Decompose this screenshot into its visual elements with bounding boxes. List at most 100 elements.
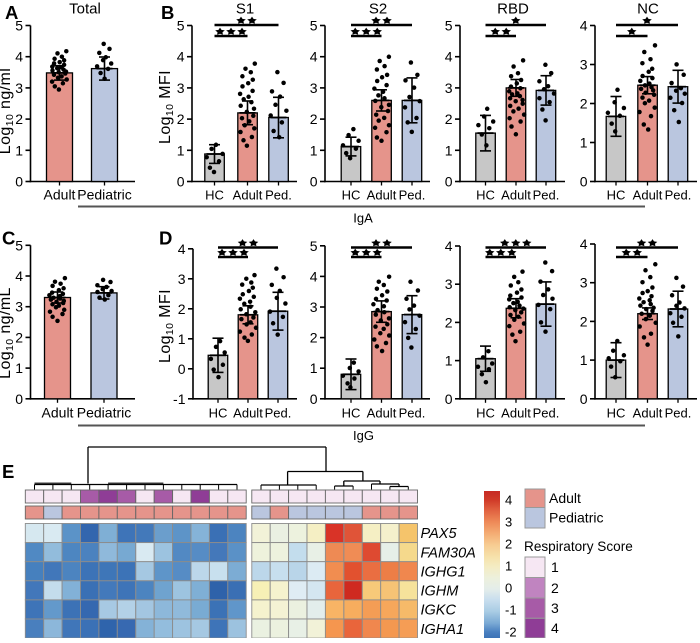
svg-text:FAM30A: FAM30A: [421, 545, 476, 561]
svg-text:5: 5: [310, 18, 318, 34]
svg-text:2: 2: [310, 330, 318, 346]
svg-text:IgG: IgG: [353, 428, 374, 443]
svg-text:HC: HC: [342, 188, 361, 203]
svg-text:Adult: Adult: [501, 188, 531, 203]
svg-text:4: 4: [580, 236, 588, 252]
svg-text:HC: HC: [476, 188, 495, 203]
svg-text:Ped.: Ped.: [265, 406, 292, 421]
svg-text:Log10 MFI: Log10 MFI: [157, 70, 176, 144]
svg-text:Adult: Adult: [44, 187, 76, 203]
svg-text:-1: -1: [505, 603, 517, 618]
svg-text:2: 2: [445, 314, 453, 330]
svg-text:-2: -2: [505, 625, 517, 639]
svg-text:Adult: Adult: [633, 188, 663, 203]
svg-text:Ped.: Ped.: [533, 188, 560, 203]
svg-text:4: 4: [178, 241, 186, 257]
svg-text:Adult: Adult: [633, 406, 663, 421]
svg-text:4: 4: [310, 268, 318, 284]
svg-text:0: 0: [310, 174, 318, 190]
svg-text:Adult: Adult: [549, 490, 581, 506]
svg-text:3: 3: [178, 271, 186, 287]
svg-text:Ped.: Ped.: [665, 406, 692, 421]
svg-text:HC: HC: [342, 406, 361, 421]
svg-text:1: 1: [310, 142, 318, 158]
svg-text:1: 1: [505, 559, 512, 574]
svg-text:2: 2: [505, 537, 512, 552]
svg-text:IgA: IgA: [353, 211, 373, 226]
svg-text:Ped.: Ped.: [533, 406, 560, 421]
svg-text:Respiratory Score: Respiratory Score: [524, 539, 633, 554]
svg-text:Pediatric: Pediatric: [77, 187, 131, 203]
svg-text:1: 1: [310, 360, 318, 376]
svg-text:5: 5: [15, 18, 23, 34]
svg-text:HC: HC: [209, 406, 228, 421]
svg-text:2: 2: [580, 313, 588, 329]
svg-text:C: C: [2, 228, 15, 249]
svg-text:3: 3: [15, 299, 23, 315]
svg-text:RBD: RBD: [497, 1, 529, 18]
svg-text:1: 1: [177, 142, 185, 158]
svg-text:Adult: Adult: [501, 406, 531, 421]
svg-text:Pediatric: Pediatric: [77, 405, 131, 421]
svg-text:2: 2: [445, 111, 453, 127]
svg-text:Ped.: Ped.: [399, 406, 426, 421]
svg-text:S1: S1: [236, 1, 254, 18]
svg-text:Ped.: Ped.: [265, 188, 292, 203]
svg-text:3: 3: [445, 276, 453, 292]
svg-text:HC: HC: [607, 188, 626, 203]
svg-text:3: 3: [310, 80, 318, 96]
svg-text:2: 2: [177, 111, 185, 127]
svg-text:4: 4: [15, 268, 23, 284]
svg-text:Adult: Adult: [233, 406, 263, 421]
svg-text:5: 5: [177, 18, 185, 34]
svg-text:Ped.: Ped.: [399, 188, 426, 203]
svg-text:Adult: Adult: [367, 188, 397, 203]
svg-text:1: 1: [15, 360, 23, 376]
svg-text:5: 5: [445, 18, 453, 34]
svg-text:1: 1: [551, 559, 559, 575]
svg-text:Adult: Adult: [233, 188, 263, 203]
svg-text:4: 4: [15, 49, 23, 65]
svg-text:Adult: Adult: [367, 406, 397, 421]
svg-text:3: 3: [15, 80, 23, 96]
svg-text:3: 3: [551, 600, 559, 616]
svg-text:Log10 ng/ml: Log10 ng/ml: [0, 68, 16, 154]
svg-text:1: 1: [580, 135, 588, 151]
svg-text:4: 4: [310, 49, 318, 65]
svg-text:2: 2: [310, 111, 318, 127]
svg-text:0: 0: [580, 391, 588, 407]
svg-text:4: 4: [580, 18, 588, 34]
svg-text:0: 0: [505, 581, 512, 596]
svg-text:2: 2: [15, 329, 23, 345]
svg-text:4: 4: [445, 49, 453, 65]
svg-text:HC: HC: [476, 406, 495, 421]
svg-text:IGHG1: IGHG1: [421, 565, 466, 581]
svg-text:Pediatric: Pediatric: [549, 510, 603, 526]
svg-text:3: 3: [445, 80, 453, 96]
svg-text:4: 4: [551, 620, 559, 636]
svg-text:IGKC: IGKC: [421, 603, 457, 619]
svg-text:0: 0: [445, 174, 453, 190]
svg-text:0: 0: [580, 174, 588, 190]
svg-text:2: 2: [580, 96, 588, 112]
svg-text:5: 5: [310, 238, 318, 254]
svg-text:Adult: Adult: [42, 405, 74, 421]
svg-text:5: 5: [15, 237, 23, 253]
svg-text:1: 1: [445, 142, 453, 158]
svg-text:B: B: [161, 2, 174, 23]
svg-text:2: 2: [178, 301, 186, 317]
svg-text:IGHA1: IGHA1: [421, 622, 465, 638]
svg-text:S2: S2: [369, 1, 387, 18]
svg-text:A: A: [5, 2, 18, 23]
svg-text:0: 0: [445, 391, 453, 407]
svg-text:D: D: [159, 228, 172, 249]
svg-text:0: 0: [15, 174, 23, 190]
svg-text:4: 4: [505, 493, 512, 508]
svg-text:NC: NC: [637, 1, 659, 18]
svg-text:E: E: [2, 461, 14, 482]
svg-text:3: 3: [177, 80, 185, 96]
svg-text:HC: HC: [607, 406, 626, 421]
svg-text:PAX5: PAX5: [421, 526, 458, 542]
svg-text:0: 0: [177, 174, 185, 190]
svg-text:4: 4: [177, 49, 185, 65]
